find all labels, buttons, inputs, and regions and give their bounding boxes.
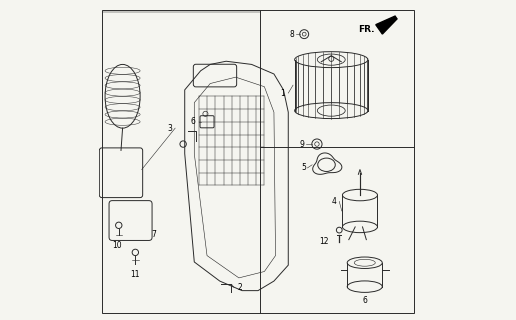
- Text: 8: 8: [290, 30, 295, 39]
- Polygon shape: [376, 16, 397, 34]
- Text: 5: 5: [301, 164, 306, 172]
- Text: 3: 3: [167, 124, 172, 132]
- Text: 4: 4: [331, 197, 336, 206]
- Text: 6: 6: [191, 117, 196, 126]
- Text: 7: 7: [151, 230, 156, 239]
- Text: 10: 10: [112, 241, 122, 250]
- Text: 9: 9: [299, 140, 304, 148]
- Text: FR.: FR.: [358, 25, 374, 34]
- Text: 1: 1: [280, 89, 285, 98]
- Text: 12: 12: [319, 237, 329, 246]
- Text: 2: 2: [237, 283, 242, 292]
- Text: 6: 6: [362, 296, 367, 305]
- Text: 11: 11: [131, 270, 140, 279]
